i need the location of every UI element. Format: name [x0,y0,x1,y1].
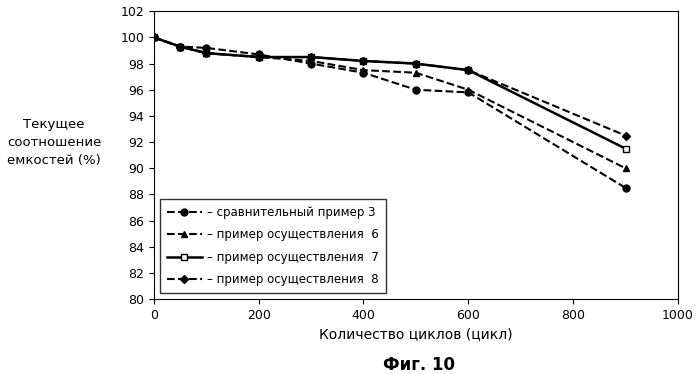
– сравнительный пример 3 [176,44,185,49]
– пример осуществления  7 [176,44,185,49]
– пример осуществления  7 [621,146,630,151]
X-axis label: Количество циклов (цикл): Количество циклов (цикл) [319,328,513,341]
– сравнительный пример 3 [464,90,473,95]
– пример осуществления  7 [202,51,210,55]
Legend: – сравнительный пример 3, – пример осуществления  6, – пример осуществления  7, : – сравнительный пример 3, – пример осуще… [159,199,386,293]
– пример осуществления  6 [359,68,368,73]
Line: – пример осуществления  6: – пример осуществления 6 [150,34,629,172]
– пример осуществления  7 [150,35,158,40]
– пример осуществления  6 [412,70,420,75]
– пример осуществления  7 [359,59,368,63]
– пример осуществления  8 [202,51,210,55]
– пример осуществления  6 [464,88,473,92]
Text: Фиг. 10: Фиг. 10 [383,356,456,374]
– сравнительный пример 3 [254,52,263,56]
– пример осуществления  7 [307,55,315,59]
– пример осуществления  8 [176,44,185,49]
Line: – пример осуществления  8: – пример осуществления 8 [151,35,628,138]
– пример осуществления  7 [412,61,420,66]
– сравнительный пример 3 [621,186,630,190]
– сравнительный пример 3 [307,61,315,66]
– сравнительный пример 3 [150,35,158,40]
– пример осуществления  6 [176,44,185,49]
– пример осуществления  6 [150,35,158,40]
– пример осуществления  7 [464,68,473,73]
Line: – пример осуществления  7: – пример осуществления 7 [150,34,629,152]
– пример осуществления  7 [254,55,263,59]
– сравнительный пример 3 [412,88,420,92]
Text: Текущее
соотношение
емкостей (%): Текущее соотношение емкостей (%) [7,117,101,167]
– пример осуществления  8 [621,134,630,138]
– пример осуществления  8 [307,55,315,59]
– сравнительный пример 3 [202,46,210,50]
– пример осуществления  8 [359,59,368,63]
– пример осуществления  8 [464,68,473,73]
– пример осуществления  8 [150,35,158,40]
– пример осуществления  6 [202,51,210,55]
– пример осуществления  6 [254,55,263,59]
– пример осуществления  8 [412,61,420,66]
– пример осуществления  8 [254,55,263,59]
– пример осуществления  6 [621,166,630,171]
– сравнительный пример 3 [359,70,368,75]
– пример осуществления  6 [307,59,315,63]
Line: – сравнительный пример 3: – сравнительный пример 3 [150,34,629,191]
